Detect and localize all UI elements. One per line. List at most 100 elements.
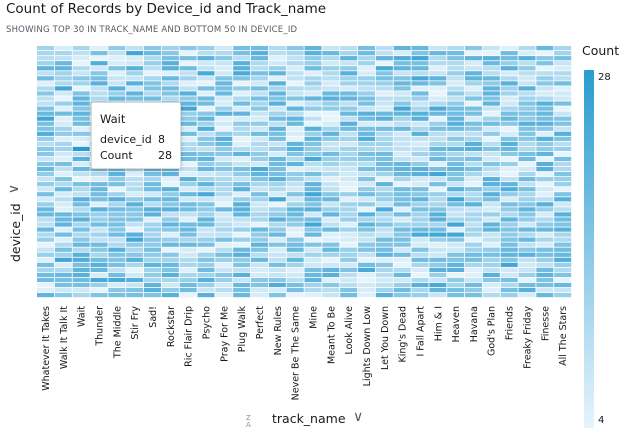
heatmap-cell[interactable] (72, 207, 90, 212)
heatmap-cell[interactable] (429, 212, 447, 217)
heatmap-cell[interactable] (251, 141, 269, 146)
heatmap-cell[interactable] (268, 292, 286, 298)
heatmap-cell[interactable] (375, 101, 393, 106)
heatmap-cell[interactable] (536, 187, 554, 192)
heatmap-cell[interactable] (393, 101, 411, 106)
x-axis-label[interactable]: track_name (272, 411, 346, 426)
heatmap-cell[interactable] (233, 56, 251, 61)
heatmap-cell[interactable] (37, 51, 55, 56)
heatmap-cell[interactable] (251, 247, 269, 252)
heatmap-cell[interactable] (465, 282, 483, 288)
heatmap-cell[interactable] (358, 287, 376, 293)
heatmap-cell[interactable] (179, 222, 197, 227)
heatmap-cell[interactable] (500, 192, 518, 197)
heatmap-cell[interactable] (126, 252, 144, 257)
heatmap-cell[interactable] (482, 141, 500, 146)
heatmap-cell[interactable] (358, 126, 376, 131)
heatmap-cell[interactable] (393, 166, 411, 172)
heatmap-cell[interactable] (54, 277, 72, 283)
heatmap-cell[interactable] (286, 277, 304, 283)
heatmap-cell[interactable] (215, 172, 233, 177)
heatmap-cell[interactable] (482, 252, 500, 257)
heatmap-cell[interactable] (54, 192, 72, 197)
heatmap-cell[interactable] (251, 282, 269, 288)
heatmap-cell[interactable] (411, 61, 429, 66)
heatmap-cell[interactable] (358, 257, 376, 262)
heatmap-cell[interactable] (108, 166, 126, 172)
heatmap-cell[interactable] (286, 56, 304, 61)
heatmap-cell[interactable] (108, 257, 126, 262)
heatmap-cell[interactable] (197, 166, 215, 172)
heatmap-cell[interactable] (179, 61, 197, 66)
heatmap-cell[interactable] (251, 131, 269, 136)
heatmap-cell[interactable] (429, 287, 447, 293)
heatmap-cell[interactable] (304, 121, 322, 126)
heatmap-cell[interactable] (233, 156, 251, 162)
heatmap-cell[interactable] (54, 161, 72, 167)
heatmap-cell[interactable] (37, 101, 55, 106)
heatmap-cell[interactable] (179, 151, 197, 157)
heatmap-cell[interactable] (500, 126, 518, 131)
heatmap-cell[interactable] (411, 76, 429, 81)
heatmap-cell[interactable] (447, 202, 465, 207)
heatmap-cell[interactable] (54, 136, 72, 141)
heatmap-cell[interactable] (554, 136, 572, 141)
heatmap-cell[interactable] (197, 86, 215, 91)
heatmap-cell[interactable] (179, 202, 197, 207)
heatmap-cell[interactable] (215, 51, 233, 56)
heatmap-cell[interactable] (304, 151, 322, 157)
heatmap-cell[interactable] (322, 202, 340, 207)
heatmap-cell[interactable] (197, 197, 215, 202)
heatmap-cell[interactable] (429, 46, 447, 51)
heatmap-cell[interactable] (500, 252, 518, 257)
heatmap-cell[interactable] (429, 151, 447, 157)
heatmap-cell[interactable] (215, 61, 233, 66)
heatmap-cell[interactable] (286, 212, 304, 217)
heatmap-cell[interactable] (358, 76, 376, 81)
heatmap-cell[interactable] (500, 151, 518, 157)
heatmap-cell[interactable] (322, 151, 340, 157)
heatmap-cell[interactable] (554, 287, 572, 293)
heatmap-cell[interactable] (251, 217, 269, 222)
heatmap-cell[interactable] (251, 287, 269, 293)
heatmap-cell[interactable] (233, 151, 251, 157)
heatmap-cell[interactable] (72, 172, 90, 177)
heatmap-cell[interactable] (54, 61, 72, 66)
heatmap-cell[interactable] (482, 151, 500, 157)
heatmap-cell[interactable] (215, 166, 233, 172)
heatmap-cell[interactable] (304, 46, 322, 51)
heatmap-cell[interactable] (500, 61, 518, 66)
heatmap-cell[interactable] (179, 182, 197, 187)
heatmap-cell[interactable] (536, 141, 554, 146)
heatmap-cell[interactable] (322, 272, 340, 278)
heatmap-cell[interactable] (286, 61, 304, 66)
heatmap-cell[interactable] (500, 66, 518, 71)
heatmap-cell[interactable] (37, 277, 55, 283)
heatmap-cell[interactable] (126, 172, 144, 177)
heatmap-cell[interactable] (447, 212, 465, 217)
heatmap-cell[interactable] (108, 227, 126, 232)
heatmap-cell[interactable] (144, 262, 162, 267)
heatmap-cell[interactable] (411, 237, 429, 242)
heatmap-cell[interactable] (215, 136, 233, 141)
heatmap-cell[interactable] (179, 262, 197, 267)
heatmap-cell[interactable] (197, 177, 215, 182)
heatmap-cell[interactable] (72, 71, 90, 76)
heatmap-cell[interactable] (322, 161, 340, 167)
heatmap-cell[interactable] (411, 187, 429, 192)
heatmap-cell[interactable] (54, 111, 72, 116)
heatmap-cell[interactable] (197, 116, 215, 121)
heatmap-cell[interactable] (500, 156, 518, 162)
heatmap-cell[interactable] (340, 247, 358, 252)
heatmap-cell[interactable] (268, 217, 286, 222)
heatmap-cell[interactable] (233, 257, 251, 262)
heatmap-cell[interactable] (536, 86, 554, 91)
heatmap-cell[interactable] (197, 121, 215, 126)
heatmap-cell[interactable] (465, 217, 483, 222)
heatmap-cell[interactable] (90, 197, 108, 202)
heatmap-cell[interactable] (268, 81, 286, 86)
heatmap-cell[interactable] (144, 247, 162, 252)
heatmap-cell[interactable] (161, 197, 179, 202)
heatmap-cell[interactable] (108, 267, 126, 272)
heatmap-cell[interactable] (518, 187, 536, 192)
